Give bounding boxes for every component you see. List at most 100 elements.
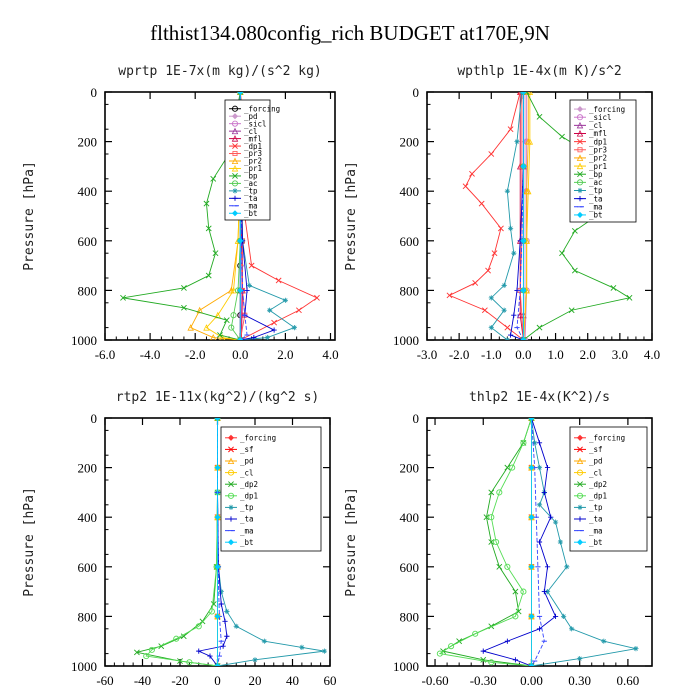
series-line [122, 92, 241, 340]
data-point [448, 643, 455, 650]
data-point [520, 287, 527, 294]
data-point [210, 601, 217, 607]
x-tick-label: -20 [171, 673, 188, 688]
data-point [520, 92, 527, 96]
y-tick-label: 800 [78, 283, 98, 298]
legend-marker [227, 539, 235, 546]
data-point [488, 151, 495, 157]
data-point [488, 295, 494, 301]
data-point [291, 325, 298, 331]
legend-marker [232, 143, 238, 149]
legend-entry: _forcing [589, 434, 625, 443]
legend-marker [577, 504, 583, 510]
legend-box [569, 426, 648, 552]
data-point [222, 618, 228, 624]
legend-entry: _bp [589, 170, 603, 179]
series-line [145, 418, 218, 666]
legend-marker [228, 504, 234, 510]
legend-marker [576, 154, 584, 161]
legend-entry: _sicl [244, 119, 267, 128]
data-point [577, 655, 583, 662]
figure-title: flthist134.080config_rich BUDGET at170E,… [150, 21, 550, 45]
data-point [218, 589, 224, 595]
legend-entry: _pr2 [589, 154, 607, 163]
legend-entry: _dp1 [589, 492, 607, 501]
data-point [559, 133, 565, 140]
data-point [244, 287, 250, 293]
legend-entry: _bt [240, 538, 254, 547]
data-point [498, 225, 504, 232]
data-point [233, 623, 239, 629]
legend-marker [577, 196, 583, 202]
legend-marker [231, 157, 239, 164]
legend-marker [231, 164, 239, 172]
x-tick-label: 0.0 [515, 347, 531, 362]
series-line [522, 92, 531, 340]
legend-box [224, 99, 271, 221]
y-tick-label: 1000 [71, 333, 97, 348]
legend-marker [227, 434, 235, 441]
data-point [246, 282, 252, 289]
legend-marker [231, 127, 239, 135]
legend-marker [576, 162, 584, 170]
legend-entry: _cl [589, 468, 603, 477]
y-tick-label: 0 [413, 411, 420, 426]
legend-entry: _dp2 [589, 480, 607, 489]
legend-entry: _ma [589, 202, 603, 211]
legend-entry: _cl [244, 127, 258, 136]
y-tick-label: 200 [400, 461, 420, 476]
data-point [504, 188, 510, 194]
data-point [217, 332, 223, 338]
plot-frame [104, 91, 336, 341]
legend-entry: _tp [589, 503, 603, 512]
legend-marker [577, 187, 583, 194]
data-point [187, 324, 194, 331]
series-layer [133, 418, 327, 666]
legend-entry: _ac [589, 178, 603, 187]
data-point [536, 539, 543, 545]
legend-marker [228, 481, 234, 488]
legend-marker [577, 138, 583, 145]
series-layer [436, 418, 639, 666]
x-tick-label: 1.0 [547, 347, 563, 362]
legend: _forcing_sicl_cl_mfl_dp1_pr3_pr2_pr1_bp_… [569, 99, 637, 223]
data-point [528, 613, 535, 620]
data-point [230, 312, 237, 319]
data-point [552, 519, 559, 525]
data-point [173, 635, 180, 642]
data-point [261, 638, 267, 644]
data-point [507, 332, 514, 338]
data-point [282, 297, 288, 303]
data-point [516, 92, 524, 95]
y-tick-label: 1000 [393, 659, 419, 674]
legend-marker [227, 457, 235, 464]
legend-marker [232, 188, 238, 194]
data-point [214, 418, 221, 422]
data-point [203, 324, 210, 331]
legend-entry: _pd [589, 457, 603, 466]
x-tick-label: -2.0 [185, 347, 206, 362]
legend-marker [227, 492, 235, 499]
x-tick-label: 0 [214, 673, 221, 688]
data-point [536, 502, 543, 508]
data-point [504, 337, 510, 340]
x-tick-label: -1.0 [481, 347, 502, 362]
chart-panel: rtp2 1E-11x(kg^2)/(kg^2 s) Pressure [hPa]… [22, 390, 337, 688]
data-point [275, 277, 282, 284]
data-point [237, 287, 244, 294]
data-point [528, 662, 535, 666]
data-point [299, 644, 305, 650]
data-point [536, 324, 543, 331]
data-point [511, 250, 517, 256]
data-point [564, 564, 570, 570]
legend-entry: _tp [589, 186, 603, 195]
y-tick-label: 800 [78, 609, 98, 624]
legend-entry: _pd [240, 457, 254, 466]
data-point [544, 465, 551, 471]
data-point [195, 623, 202, 630]
data-point [528, 563, 535, 570]
legend-entry: _ma [589, 526, 603, 535]
data-point [552, 613, 559, 619]
legend-entry: _ma [240, 526, 254, 535]
x-tick-label: 2.0 [580, 347, 596, 362]
